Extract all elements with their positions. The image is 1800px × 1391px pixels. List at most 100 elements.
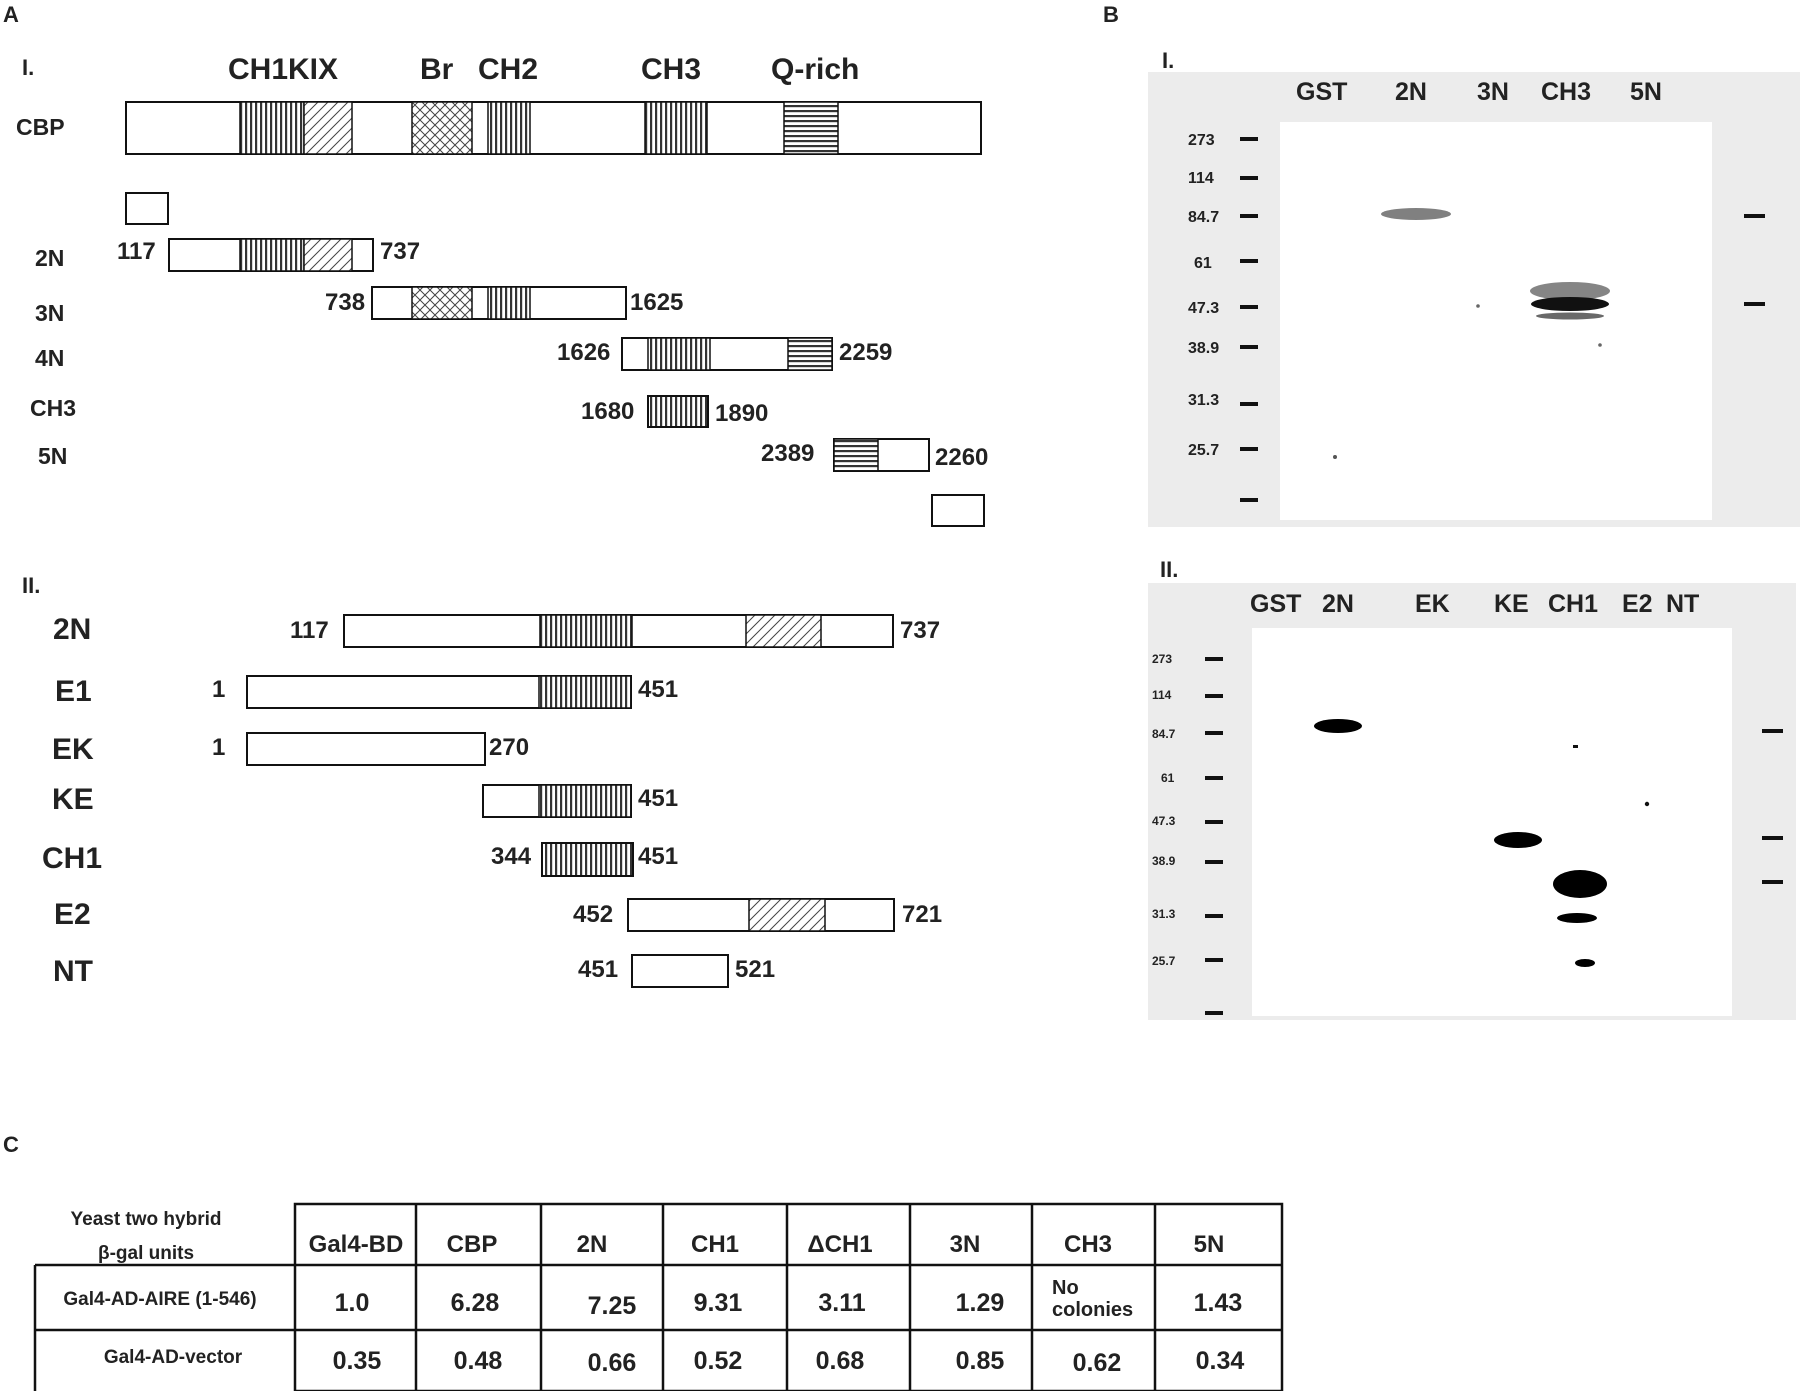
- row-name-ch3: CH3: [30, 395, 76, 421]
- row-ii-2n-ch1: [539, 614, 633, 648]
- panel-b-blot-ii: II. GST 2N EK KE CH1 E2 NT 273 114 84.7 …: [1148, 557, 1796, 1020]
- section-ii-label: II.: [22, 573, 40, 598]
- start-2n: 117: [117, 238, 156, 265]
- col-header-ch1: CH1: [691, 1231, 739, 1258]
- blot-ii-right-tick: [1762, 880, 1783, 884]
- blot-i-lane-gst: GST: [1296, 78, 1347, 106]
- blot-i-right-tick: [1744, 302, 1765, 306]
- blot-i-band-ch3-main: [1531, 297, 1609, 311]
- row-ii-name-e2: E2: [54, 898, 91, 931]
- blot-i-lane-5n: 5N: [1630, 78, 1662, 106]
- fragment-5n-qrich: [833, 438, 879, 472]
- cell-aire-ch3: No colonies: [1052, 1277, 1133, 1321]
- cell-vector-gal4-bd: 0.35: [333, 1347, 382, 1375]
- end-2n: 737: [380, 238, 420, 265]
- fragment-2n-kix: [303, 238, 353, 272]
- table-title-line1: Yeast two hybrid: [71, 1209, 222, 1230]
- cell-vector-cbp: 0.48: [454, 1347, 503, 1375]
- blot-ii-speck: [1644, 801, 1650, 807]
- row-name-3n: 3N: [35, 300, 64, 326]
- blot-ii-lane-2n: 2N: [1322, 590, 1354, 618]
- blot-i-marker-38-9: 38.9: [1188, 340, 1219, 357]
- row-ii-end-ke: 451: [638, 785, 678, 812]
- cbp-ch3-domain: [644, 101, 708, 155]
- empty-box-6n: [931, 494, 985, 527]
- row-ii-e2-kix: [748, 898, 826, 932]
- panel-b-blot-i: I. GST 2N 3N CH3 5N 273 114 84.7 61 47.3…: [1148, 48, 1800, 527]
- blot-i-lane-3n: 3N: [1477, 78, 1509, 106]
- blot-i-marker-273: 273: [1188, 132, 1215, 149]
- blot-ii-label: II.: [1160, 557, 1178, 582]
- blot-ii-lane-gst: GST: [1250, 590, 1301, 618]
- blot-ii-membrane: [1252, 628, 1732, 1016]
- blot-i-speck: [1476, 304, 1480, 308]
- table-grid: [33, 1202, 1284, 1391]
- blot-i-membrane: [1280, 122, 1712, 520]
- cell-aire-cbp: 6.28: [451, 1289, 500, 1317]
- cell-aire-ch1: 9.31: [694, 1289, 743, 1317]
- row-name-2n: 2N: [35, 245, 64, 271]
- blot-i-lane-2n: 2N: [1395, 78, 1427, 106]
- col-header-gal4-bd: Gal4-BD: [309, 1231, 404, 1258]
- end-4n: 2259: [839, 339, 892, 366]
- cell-aire-3n: 1.29: [956, 1289, 1005, 1317]
- fragment-4n-qrich: [787, 337, 833, 371]
- cbp-ch1-domain: [239, 101, 305, 155]
- blot-ii-band-ch1-lowest: [1575, 959, 1595, 967]
- domain-label-ch3: CH3: [641, 53, 701, 86]
- blot-ii-lane-ek: EK: [1415, 590, 1450, 618]
- fragment-2n-ch1: [239, 238, 305, 272]
- cell-aire-gal4-bd: 1.0: [335, 1289, 370, 1317]
- blot-ii-marker-47-3: 47.3: [1152, 814, 1176, 828]
- row-ii-fragment-ch1: [541, 842, 634, 877]
- table-title-line2: β-gal units: [98, 1243, 194, 1264]
- blot-ii-band-ch1-main: [1553, 870, 1607, 898]
- blot-i-speck: [1333, 455, 1337, 459]
- blot-ii-band-ke: [1494, 832, 1542, 848]
- cbp-qrich-domain: [783, 101, 839, 155]
- row-ii-name-e1: E1: [55, 675, 92, 708]
- cell-aire-2n: 7.25: [588, 1292, 637, 1320]
- row-ii-name-ke: KE: [52, 783, 94, 816]
- empty-box-1n: [125, 192, 169, 225]
- row-ii-name-ek: EK: [52, 733, 94, 766]
- panel-label-a: A: [3, 2, 19, 27]
- row-ii-end-ek: 270: [489, 734, 529, 761]
- row-ii-start-ek: 1: [212, 734, 225, 761]
- blot-i-speck: [1598, 343, 1602, 347]
- blot-ii-right-tick: [1762, 836, 1783, 840]
- start-5n: 2389: [761, 440, 814, 467]
- cell-vector-ch3: 0.62: [1073, 1349, 1122, 1377]
- blot-i-band-2n: [1381, 208, 1451, 220]
- end-ch3: 1890: [715, 400, 768, 427]
- blot-ii-marker-84-7: 84.7: [1152, 727, 1176, 741]
- blot-i-lane-ch3: CH3: [1541, 78, 1591, 106]
- blot-ii-marker-61: 61: [1161, 771, 1175, 785]
- cbp-label: CBP: [16, 114, 65, 140]
- col-header-ch3: CH3: [1064, 1231, 1112, 1258]
- blot-i-marker-31-3: 31.3: [1188, 392, 1219, 409]
- blot-i-right-tick: [1744, 214, 1765, 218]
- blot-ii-band-ch1-lower: [1557, 913, 1597, 923]
- blot-ii-right-tick: [1762, 729, 1783, 733]
- row-ii-start-2n: 117: [290, 617, 329, 644]
- blot-i-marker-84-7: 84.7: [1188, 209, 1219, 226]
- col-header-cbp: CBP: [447, 1231, 498, 1258]
- cell-vector-2n: 0.66: [588, 1349, 637, 1377]
- row-label-aire: Gal4-AD-AIRE (1-546): [63, 1289, 256, 1310]
- panel-c-table: Yeast two hybrid β-gal units Gal4-BD CBP…: [33, 1202, 1284, 1391]
- fragment-4n-ch3: [647, 337, 711, 371]
- cbp-kix-domain: [303, 101, 353, 155]
- cell-aire-5n: 1.43: [1194, 1289, 1243, 1317]
- blot-i-marker-ticks: [1240, 137, 1258, 502]
- start-ch3: 1680: [581, 398, 634, 425]
- end-3n: 1625: [630, 289, 683, 316]
- row-ii-start-e2: 452: [573, 901, 613, 928]
- blot-ii-speck: [1573, 745, 1578, 748]
- panel-label-c: C: [3, 1132, 19, 1157]
- blot-ii-lane-ke: KE: [1494, 590, 1529, 618]
- cell-vector-delta-ch1: 0.68: [816, 1347, 865, 1375]
- domain-label-ch2: CH2: [478, 53, 538, 86]
- row-ii-fragment-nt: [631, 954, 729, 988]
- row-ii-start-e1: 1: [212, 676, 225, 703]
